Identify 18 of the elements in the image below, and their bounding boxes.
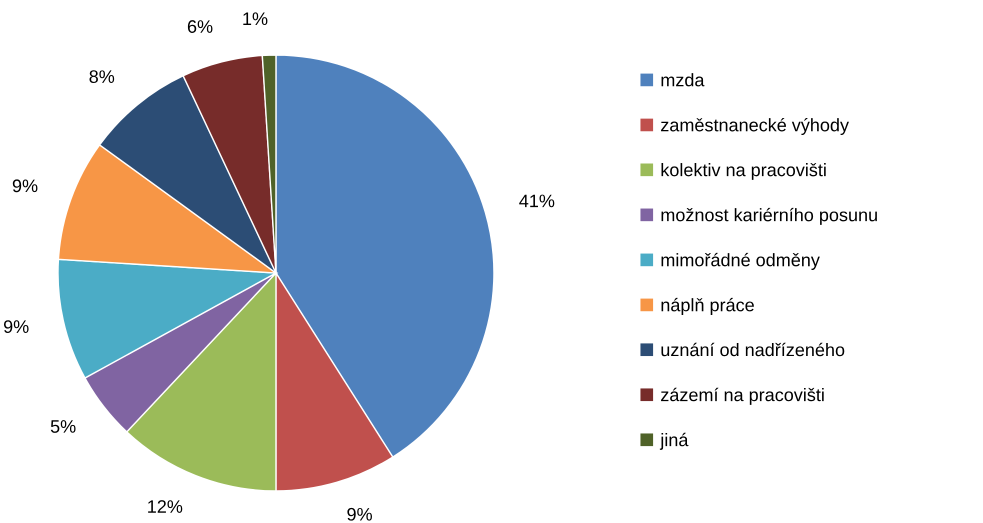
data-label: 1%: [243, 12, 268, 26]
legend-label: mzda: [662, 73, 704, 86]
legend-label: kolektiv na pracovišti: [662, 162, 826, 180]
legend-label: možnost kariérního posunu: [662, 208, 877, 225]
data-label: 41%: [519, 194, 554, 208]
legend-label: jiná: [660, 432, 688, 450]
data-label: 9%: [4, 320, 29, 334]
legend-label: mimořádné odměny: [662, 252, 820, 270]
data-label: 8%: [89, 70, 114, 84]
data-label: 5%: [50, 420, 76, 433]
data-label: 6%: [188, 20, 212, 33]
legend-label: náplň práce: [662, 298, 754, 315]
data-label: 9%: [347, 508, 372, 521]
legend-label: uznání od nadřízeného: [661, 342, 844, 356]
legend-label: zaměstnanecké výhody: [661, 118, 849, 136]
data-label: 12%: [148, 500, 182, 513]
data-label: 9%: [12, 179, 38, 192]
legend-label: zázemí na pracovišti: [661, 388, 824, 405]
